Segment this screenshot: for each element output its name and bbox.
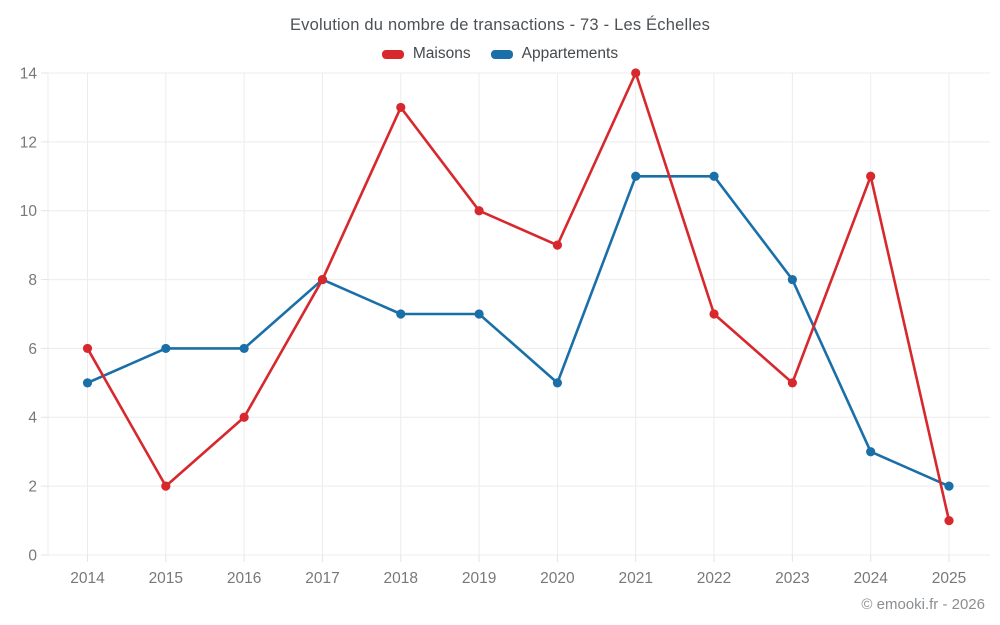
x-tick-label: 2014 bbox=[70, 570, 105, 587]
maisons-point bbox=[709, 309, 719, 319]
maisons-point bbox=[944, 515, 954, 526]
gridlines bbox=[47, 72, 990, 556]
appartements-legend-swatch bbox=[490, 49, 513, 59]
x-tick-label: 2019 bbox=[462, 570, 496, 587]
appartements-point bbox=[396, 309, 406, 319]
maisons-point bbox=[552, 240, 563, 250]
maisons-line bbox=[86, 71, 951, 522]
chart-title: Evolution du nombre de transactions - 73… bbox=[289, 16, 711, 34]
y-tick-label: 14 bbox=[20, 65, 38, 82]
appartements-point bbox=[474, 309, 484, 319]
appartements-point bbox=[709, 171, 719, 181]
series-maisons bbox=[82, 68, 954, 526]
appartements-point bbox=[944, 481, 954, 491]
y-tick-label: 4 bbox=[28, 410, 37, 427]
x-tick-label: 2020 bbox=[540, 570, 575, 587]
axis-ticks bbox=[41, 72, 950, 562]
axis-labels: 0 2 4 6 8 10 12 14 2014 2015 2016 2017 2018 2019 2020 2… bbox=[20, 65, 966, 587]
y-tick-label: 10 bbox=[20, 203, 38, 220]
x-tick-label: 2024 bbox=[853, 570, 888, 587]
maisons-legend-swatch bbox=[381, 49, 404, 59]
chart-legend: Maisons Appartements bbox=[0, 45, 1000, 63]
x-tick-label: 2016 bbox=[227, 570, 261, 587]
maisons-point bbox=[82, 343, 93, 354]
maisons-point bbox=[631, 68, 641, 78]
y-tick-label: 0 bbox=[28, 547, 37, 564]
appartements-line bbox=[86, 174, 951, 488]
y-tick-label: 8 bbox=[28, 272, 37, 289]
x-tick-label: 2022 bbox=[697, 570, 731, 587]
copyright-text: © emooki.fr - 2026 bbox=[861, 596, 985, 613]
appartements-point bbox=[552, 378, 563, 388]
appartements-point bbox=[631, 171, 641, 181]
x-tick-label: 2023 bbox=[775, 570, 809, 587]
legend-item-appartements[interactable]: Appartements bbox=[490, 45, 619, 63]
appartements-point bbox=[787, 274, 797, 285]
maisons-point bbox=[474, 206, 484, 216]
maisons-point bbox=[396, 102, 406, 113]
x-tick-label: 2025 bbox=[932, 570, 966, 587]
maisons-legend-label: Maisons bbox=[412, 45, 471, 62]
x-tick-label: 2018 bbox=[384, 570, 418, 587]
series-appartements bbox=[82, 171, 954, 491]
y-tick-label: 2 bbox=[28, 479, 37, 496]
y-tick-label: 6 bbox=[28, 341, 37, 358]
maisons-point bbox=[866, 171, 876, 181]
x-tick-label: 2017 bbox=[305, 570, 339, 587]
x-tick-label: 2021 bbox=[618, 570, 652, 587]
x-tick-label: 2015 bbox=[149, 570, 183, 587]
appartements-point bbox=[161, 343, 171, 354]
appartements-point bbox=[239, 343, 249, 354]
appartements-point bbox=[866, 447, 876, 457]
maisons-point bbox=[787, 378, 797, 388]
maisons-point bbox=[239, 412, 249, 422]
maisons-point bbox=[161, 481, 171, 491]
appartements-legend-label: Appartements bbox=[521, 45, 619, 62]
appartements-point bbox=[82, 378, 93, 388]
y-tick-label: 12 bbox=[20, 134, 37, 151]
maisons-point bbox=[317, 274, 328, 285]
legend-item-maisons[interactable]: Maisons bbox=[381, 45, 471, 63]
